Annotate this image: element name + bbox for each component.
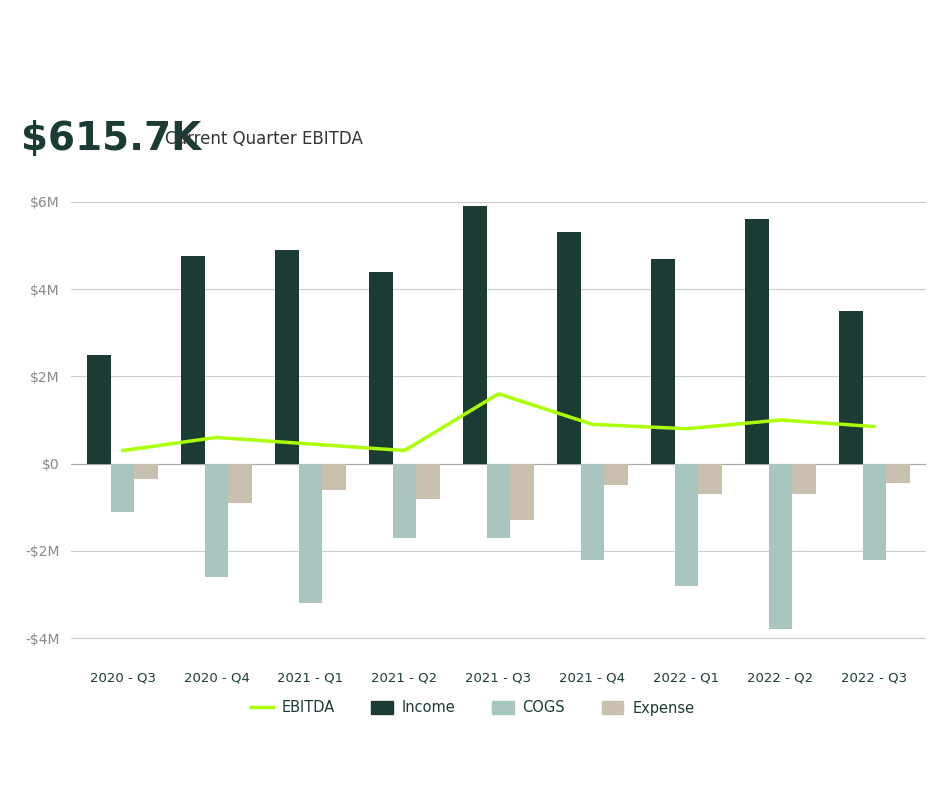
EBITDA — [774, 415, 785, 425]
Text: Revenue minus COGS and Operating Expenses, doesn't include other income/expenses: Revenue minus COGS and Operating Expense… — [21, 79, 632, 94]
Bar — [486, 464, 510, 538]
Bar — [275, 250, 298, 464]
Legend: EBITDA, Income, COGS, Expense: EBITDA, Income, COGS, Expense — [244, 694, 700, 722]
Bar — [87, 354, 110, 464]
EBITDA — [305, 439, 316, 449]
Bar — [181, 256, 205, 464]
Bar — [415, 464, 439, 498]
Bar — [698, 464, 721, 494]
Bar — [110, 464, 134, 512]
EBITDA — [586, 419, 598, 429]
EBITDA — [493, 389, 504, 398]
Bar — [322, 464, 346, 490]
Line: EBITDA: EBITDA — [123, 394, 873, 450]
Bar — [298, 464, 322, 603]
Bar — [674, 464, 698, 586]
Bar — [205, 464, 228, 577]
Bar — [885, 464, 909, 483]
Bar — [393, 464, 415, 538]
EBITDA — [117, 446, 128, 455]
Bar — [791, 464, 815, 494]
EBITDA — [211, 433, 222, 442]
Bar — [650, 258, 674, 464]
Bar — [463, 206, 486, 464]
EBITDA — [868, 422, 879, 431]
Bar — [134, 464, 158, 479]
Text: EBITDA TREND: EBITDA TREND — [21, 24, 296, 58]
Bar — [745, 219, 767, 464]
Bar — [862, 464, 885, 560]
Bar — [510, 464, 533, 520]
Bar — [228, 464, 251, 503]
Bar — [838, 311, 862, 464]
Bar — [581, 464, 603, 560]
Text: $615.7K: $615.7K — [21, 120, 201, 158]
Bar — [369, 272, 393, 464]
Bar — [603, 464, 627, 486]
EBITDA — [398, 446, 410, 455]
Text: Current Quarter EBITDA: Current Quarter EBITDA — [165, 130, 362, 148]
Bar — [557, 232, 581, 464]
Bar — [767, 464, 791, 630]
EBITDA — [680, 424, 691, 434]
